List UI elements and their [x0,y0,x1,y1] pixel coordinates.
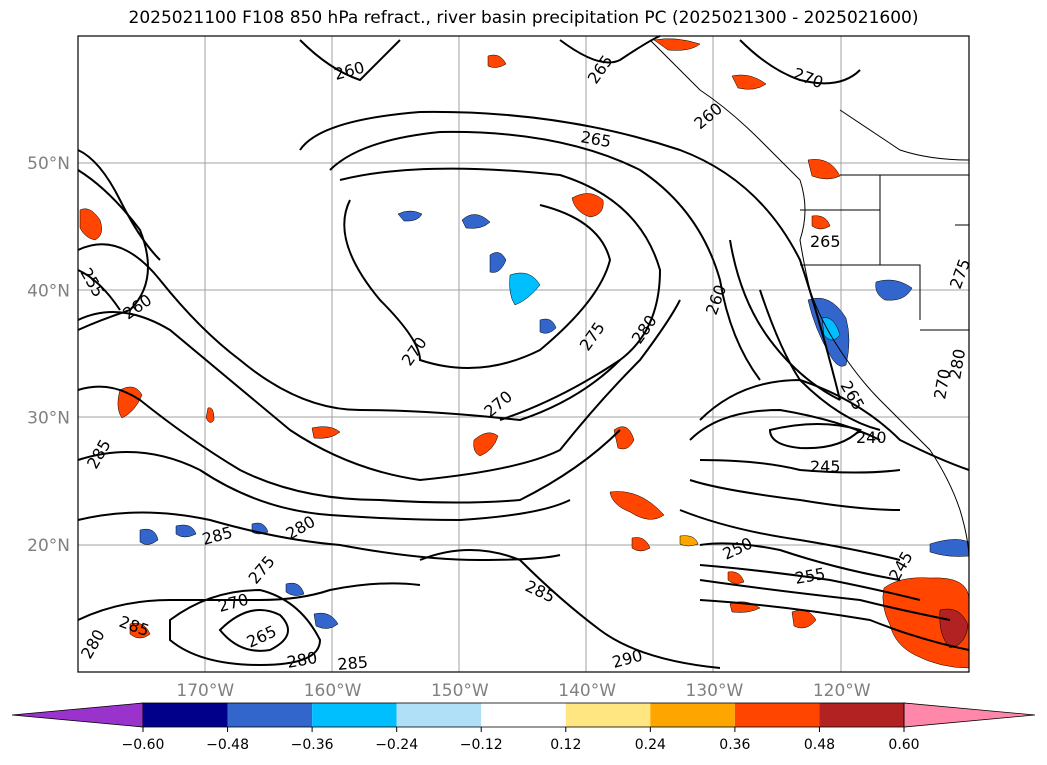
precip-patch [117,386,143,419]
colorbar-tick-label: −0.48 [206,737,249,753]
colorbar-segment [565,703,651,727]
precip-patch [205,407,215,423]
map-frame [77,35,970,673]
precip-patch [811,215,831,230]
precip-patch [489,252,507,273]
precip-patch [653,38,701,51]
latitude-label: 20°N [27,536,70,556]
border-line [839,109,970,161]
colorbar-tick-label: 0.60 [888,737,919,753]
precip-patch [285,582,305,596]
figure-title: 2025021100 F108 850 hPa refract., river … [128,8,919,28]
colorbar-outline [142,702,905,728]
precip-patch [139,528,159,545]
colorbar-tick-label: −0.24 [375,737,418,753]
latitude-labels: 50°N 40°N 30°N 20°N [27,154,70,556]
colorbar-segment [650,703,735,727]
colorbar-extend-high [903,702,1036,728]
coastlines [649,39,970,561]
refractivity-contours [77,35,970,669]
colorbar-tick-label: −0.60 [122,737,165,753]
colorbar-tick-label: 0.36 [719,737,750,753]
precip-patch [509,272,541,306]
contour-label: 285 [337,652,369,674]
precip-patch [79,208,102,241]
precip-patch [821,317,841,341]
precip-patch [875,279,913,301]
colorbar-segment [143,703,228,727]
colorbar-extend-low [11,702,144,728]
contour-label: 245 [810,457,841,476]
precip-patch [397,210,423,222]
precip-patch [461,214,491,229]
colorbar-segment [227,703,313,727]
longitude-labels: 170°W 160°W 150°W 140°W 130°W 120°W [176,681,870,701]
precip-patch [473,432,499,457]
colorbar-segment [396,703,482,727]
precip-patch [487,54,507,68]
colorbar-tick-label: 0.24 [635,737,666,753]
latitude-label: 40°N [27,281,70,301]
longitude-label: 120°W [813,681,871,701]
colorbar-tick-label: −0.36 [291,737,334,753]
precip-patch [313,612,339,629]
longitude-label: 170°W [176,681,234,701]
colorbar-segment [734,703,820,727]
colorbar-segment [481,703,566,727]
colorbar-tick-label: 0.48 [804,737,835,753]
colorbar-tick-label: 0.12 [550,737,581,753]
precip-patch [609,491,665,520]
colorbar: −0.60 −0.48 −0.36 −0.24 −0.12 0.12 0.24 0.36 0.4… [11,702,1036,753]
latitude-label: 50°N [27,154,70,174]
longitude-label: 130°W [686,681,744,701]
precip-patch [175,524,197,538]
colorbar-tick-label: −0.12 [460,737,503,753]
precip-patch [631,537,651,552]
colorbar-segment [312,703,397,727]
longitude-label: 150°W [431,681,489,701]
precip-patch [727,571,745,584]
precip-patch [807,159,841,180]
longitude-label: 160°W [304,681,362,701]
precip-patch [571,193,604,218]
precip-patch [679,535,699,547]
contour-label: 265 [810,232,841,251]
latitude-label: 30°N [27,409,70,429]
precip-patch [731,74,767,90]
precip-patch [539,318,557,334]
north-america-coast [649,39,970,561]
contour-label: 240 [856,428,887,447]
colorbar-segment [819,703,904,727]
map-background [78,36,969,672]
precip-patch [129,622,151,639]
precip-patch [311,426,341,439]
longitude-label: 140°W [558,681,616,701]
